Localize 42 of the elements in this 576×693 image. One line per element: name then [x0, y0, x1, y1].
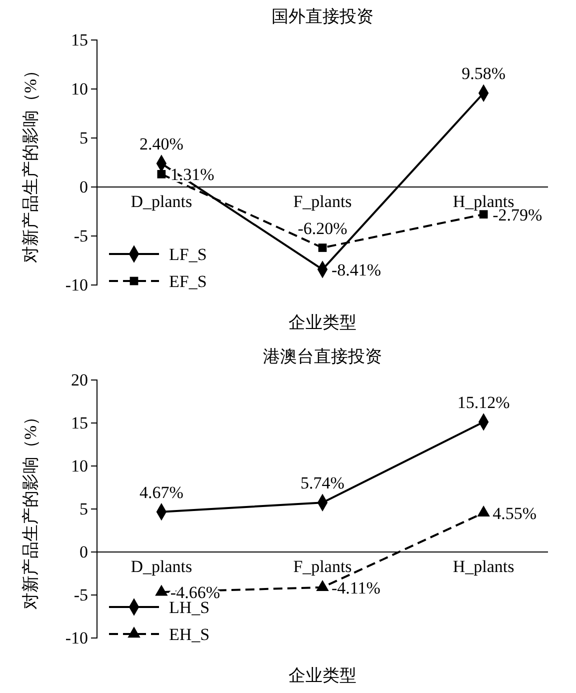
y-tick-label: 0: [80, 542, 88, 562]
y-tick-label: -10: [65, 628, 88, 648]
data-label: 2.40%: [139, 134, 184, 154]
y-tick-label: 20: [71, 370, 88, 390]
data-label: -6.20%: [298, 218, 348, 238]
point: [477, 506, 490, 517]
y-tick-label: 15: [71, 413, 88, 432]
data-label: -4.11%: [332, 578, 380, 598]
x-axis-title: 企业类型: [288, 666, 356, 685]
data-label: 5.74%: [300, 474, 344, 493]
point: [318, 244, 327, 252]
x-tick-label: H_plants: [452, 557, 514, 576]
x-tick-label: D_plants: [130, 192, 192, 211]
legend-label: EF_S: [169, 272, 207, 291]
y-tick-label: 10: [71, 456, 88, 476]
y-tick-label: 0: [80, 177, 88, 196]
data-label: 9.58%: [462, 64, 506, 84]
data-label: -8.41%: [332, 260, 382, 280]
x-axis-title: 企业类型: [288, 313, 356, 332]
y-tick-label: 10: [71, 79, 88, 98]
legend-label: EH_S: [169, 625, 210, 644]
y-tick-label: -10: [65, 275, 88, 294]
y-axis-title: 对新产品生产的影响（%）: [21, 408, 40, 610]
chart-title: 港澳台直接投资: [263, 347, 382, 366]
y-tick-label: 5: [80, 499, 88, 518]
chart-title: 国外直接投资: [272, 7, 374, 26]
point: [155, 584, 168, 596]
x-tick-label: D_plants: [130, 557, 192, 576]
y-tick-label: 15: [71, 30, 88, 50]
legend-label: LF_S: [169, 245, 207, 264]
x-tick-label: H_plants: [452, 192, 514, 211]
data-label: 4.55%: [492, 504, 536, 523]
data-label: 15.12%: [457, 392, 510, 412]
x-tick-label: F_plants: [293, 192, 352, 211]
point: [157, 170, 166, 178]
data-label: 4.67%: [139, 482, 184, 502]
y-tick-label: -5: [74, 226, 88, 246]
y-tick-label: -5: [74, 585, 88, 604]
y-tick-label: 5: [80, 128, 88, 148]
point: [316, 580, 329, 592]
y-axis-title: 对新产品生产的影响（%）: [21, 62, 40, 264]
x-tick-label: F_plants: [293, 557, 352, 576]
